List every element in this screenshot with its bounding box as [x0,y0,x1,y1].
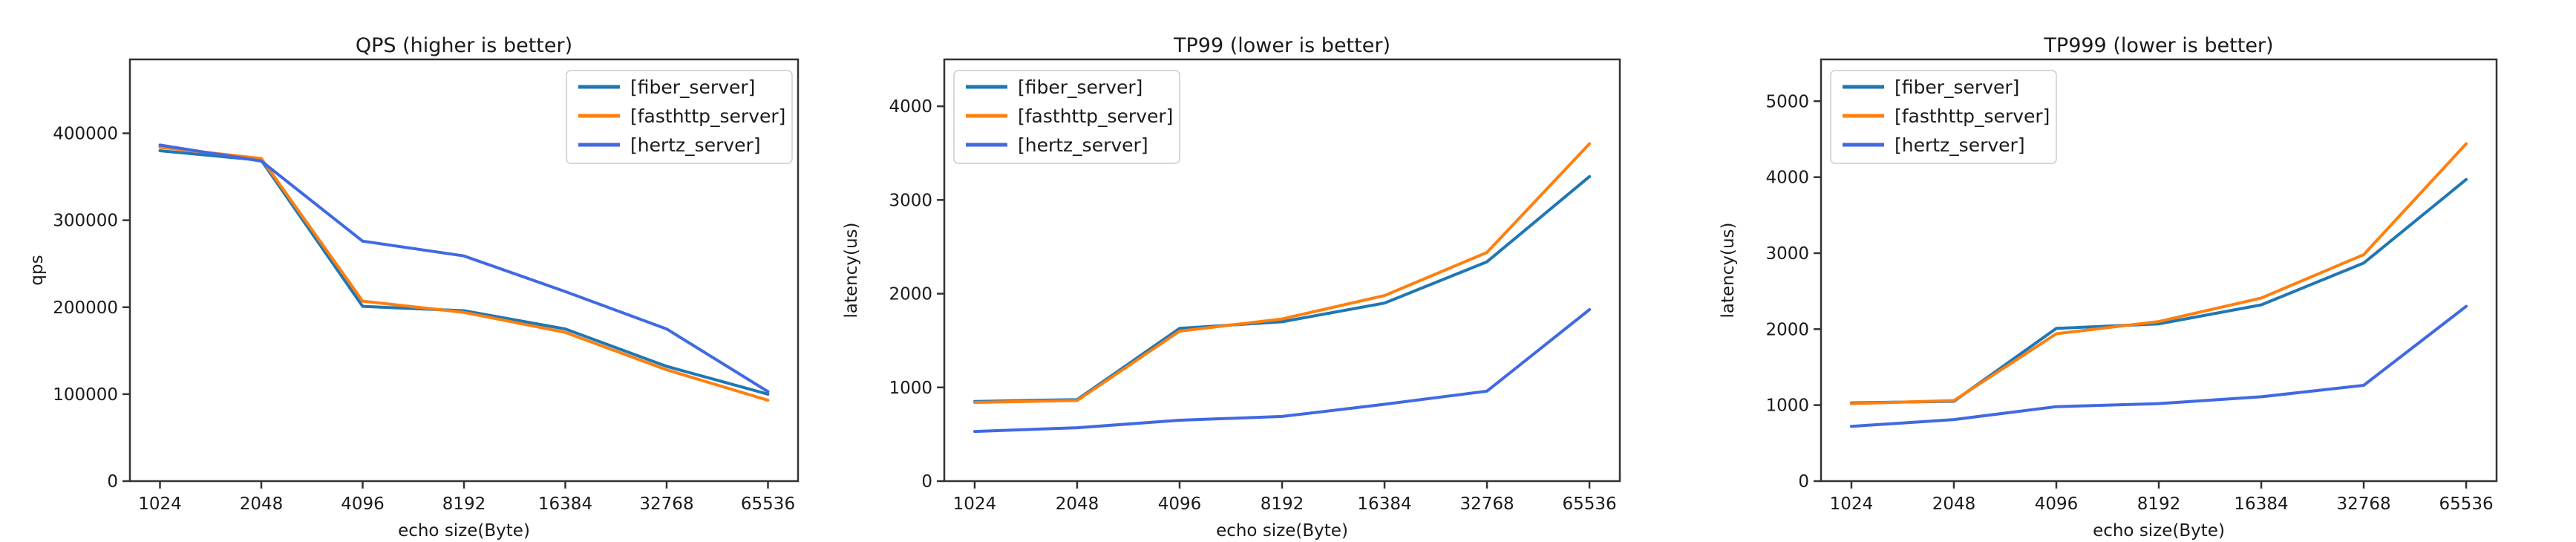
x-axis-label: echo size(Byte) [398,521,530,541]
x-tick-label: 65536 [1562,494,1616,514]
chart-title: TP99 (lower is better) [1173,34,1390,57]
y-tick-label: 300000 [53,212,118,231]
y-tick-label: 400000 [53,125,118,144]
legend: [fiber_server] [fasthttp_server] [hertz_se… [1830,70,2057,164]
legend: [fiber_server] [fasthttp_server] [hertz_se… [953,70,1180,164]
series-line-hertz_server [973,308,1592,434]
axes-frame [1820,58,2498,483]
x-tick-label: 32768 [2336,494,2390,514]
x-tick-label: 32768 [639,494,693,514]
panel-tp99: TP99 (lower is better) 0 1000 2000 3000 4000 1… [842,34,1621,541]
axes-frame [128,58,800,483]
x-tick-label: 2048 [1932,494,1976,514]
x-tick-label: 1024 [953,494,997,514]
y-tick-label: 3000 [889,191,932,210]
x-tick-label: 2048 [1056,494,1099,514]
series-line-fasthttp_server [158,146,770,402]
y-axis-label: qps [27,255,47,285]
y-tick-label: 4000 [1765,169,1809,188]
y-axis-label: latency(us) [1719,223,1738,319]
legend-label: [hertz_server] [1895,134,2025,156]
y-tick-label: 3000 [1765,244,1809,264]
y-tick-label: 100000 [53,385,118,405]
legend-label: [hertz_server] [1018,134,1148,156]
x-tick-label: 4096 [2035,494,2079,514]
y-tick-label: 5000 [1765,92,1809,111]
series-line-hertz_server [158,143,770,394]
legend-box [566,70,793,164]
x-tick-label: 16384 [2234,494,2288,514]
chart-title: TP999 (lower is better) [2043,34,2273,57]
axes-frame [943,58,1621,483]
series-line-fasthttp_server [1849,142,2468,405]
legend-box [1830,70,2057,164]
x-tick-label: 65536 [741,494,795,514]
y-tick-label: 0 [107,472,118,492]
x-axis-label: echo size(Byte) [2093,521,2225,541]
y-tick-label: 200000 [53,298,118,318]
x-tick-label: 1024 [1830,494,1874,514]
x-tick-label: 1024 [138,494,182,514]
panel-qps: QPS (higher is better) 0 100000 200000 30000… [27,34,800,541]
y-tick-label: 0 [921,472,932,492]
x-tick-label: 65536 [2439,494,2493,514]
x-tick-label: 16384 [1357,494,1411,514]
legend-label: [hertz_server] [630,134,761,156]
y-axis-label: latency(us) [842,223,861,319]
y-tick-label: 2000 [1765,320,1809,339]
legend-label: [fasthttp_server] [1895,105,2050,127]
y-tick-label: 4000 [889,97,932,117]
legend-label: [fiber_server] [630,76,755,98]
chart-title: QPS (higher is better) [356,34,572,57]
x-tick-label: 16384 [538,494,592,514]
series-line-fasthttp_server [973,142,1592,404]
x-axis-label: echo size(Byte) [1216,521,1348,541]
legend: [fiber_server] [fasthttp_server] [hertz_se… [566,70,793,164]
x-tick-label: 2048 [240,494,284,514]
x-tick-label: 4096 [1158,494,1202,514]
x-tick-label: 32768 [1459,494,1514,514]
y-tick-label: 2000 [889,285,932,304]
y-tick-label: 0 [1798,472,1809,492]
legend-box [953,70,1180,164]
legend-label: [fasthttp_server] [1018,105,1173,127]
series-line-hertz_server [1849,304,2468,428]
legend-label: [fiber_server] [1018,76,1142,98]
legend-label: [fiber_server] [1895,76,2019,98]
y-tick-label: 1000 [1765,396,1809,416]
legend-label: [fasthttp_server] [630,105,785,127]
panel-tp999: TP999 (lower is better) 0 1000 2000 3000 4000… [1719,34,2498,541]
x-tick-label: 8192 [1261,494,1304,514]
x-tick-label: 4096 [341,494,385,514]
x-tick-label: 8192 [442,494,486,514]
y-tick-label: 1000 [889,379,932,398]
x-tick-label: 8192 [2137,494,2181,514]
